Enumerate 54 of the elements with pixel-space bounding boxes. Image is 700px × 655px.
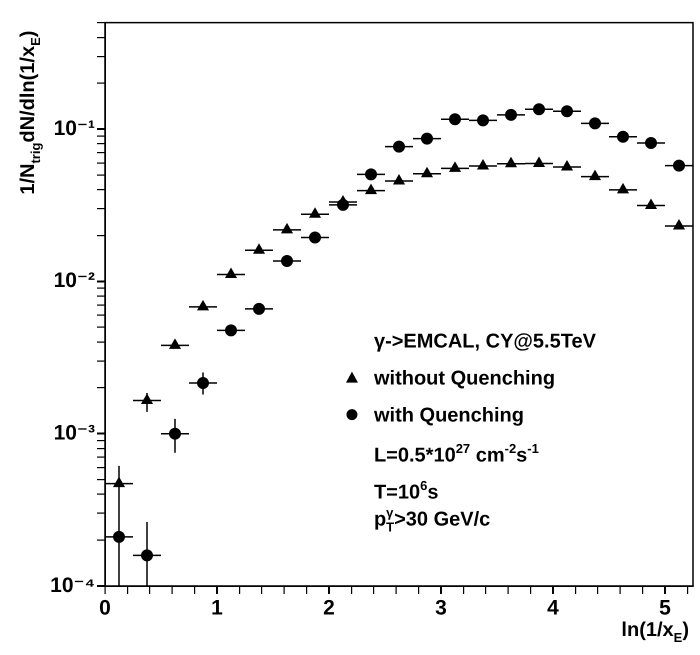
point bbox=[477, 114, 489, 126]
point bbox=[141, 549, 153, 562]
point bbox=[673, 219, 685, 230]
point bbox=[477, 160, 489, 170]
point bbox=[449, 113, 461, 126]
point bbox=[589, 170, 601, 180]
point bbox=[197, 300, 209, 310]
point bbox=[617, 183, 629, 194]
x-tick-label: 3 bbox=[435, 596, 447, 620]
point bbox=[113, 477, 125, 488]
point bbox=[561, 105, 573, 118]
point bbox=[505, 157, 517, 168]
y-tick-label: 10⁻³ bbox=[54, 421, 96, 444]
point bbox=[365, 184, 377, 194]
point bbox=[561, 160, 573, 170]
y-tick-label: 10⁻⁴ bbox=[50, 574, 95, 597]
legend-title: γ->EMCAL, CY@5.5TeV bbox=[374, 330, 597, 353]
point bbox=[645, 198, 657, 209]
point bbox=[281, 255, 293, 268]
point bbox=[421, 167, 433, 178]
point bbox=[253, 244, 265, 254]
legend-label: without Quenching bbox=[372, 368, 556, 390]
point bbox=[617, 130, 629, 143]
x-tick-label: 1 bbox=[211, 596, 224, 620]
point bbox=[113, 530, 125, 543]
point bbox=[281, 223, 293, 234]
x-tick-label: 4 bbox=[547, 596, 560, 620]
point bbox=[505, 108, 517, 121]
point bbox=[225, 268, 237, 278]
y-axis-title: 1/NtrigdN/dln(1/xE) bbox=[17, 30, 43, 195]
point bbox=[309, 232, 321, 244]
point bbox=[253, 302, 265, 315]
point bbox=[393, 174, 405, 185]
point bbox=[673, 160, 685, 172]
point bbox=[309, 208, 321, 218]
point bbox=[393, 140, 405, 153]
x-tick-label: 2 bbox=[323, 596, 335, 620]
point bbox=[533, 103, 545, 116]
point bbox=[533, 157, 545, 168]
point bbox=[169, 428, 181, 440]
y-tick-label: 10⁻¹ bbox=[54, 116, 96, 140]
x-tick-label: 5 bbox=[659, 596, 672, 620]
legend-label: with Quenching bbox=[372, 404, 524, 427]
point bbox=[197, 377, 209, 390]
point bbox=[421, 132, 433, 145]
point bbox=[645, 137, 657, 149]
point bbox=[365, 168, 377, 180]
x-tick-label: 0 bbox=[99, 596, 111, 620]
point bbox=[589, 117, 601, 130]
point bbox=[449, 162, 461, 172]
point bbox=[225, 324, 237, 336]
y-tick-label: 10⁻² bbox=[54, 269, 96, 292]
point bbox=[169, 338, 181, 349]
point bbox=[141, 394, 153, 404]
